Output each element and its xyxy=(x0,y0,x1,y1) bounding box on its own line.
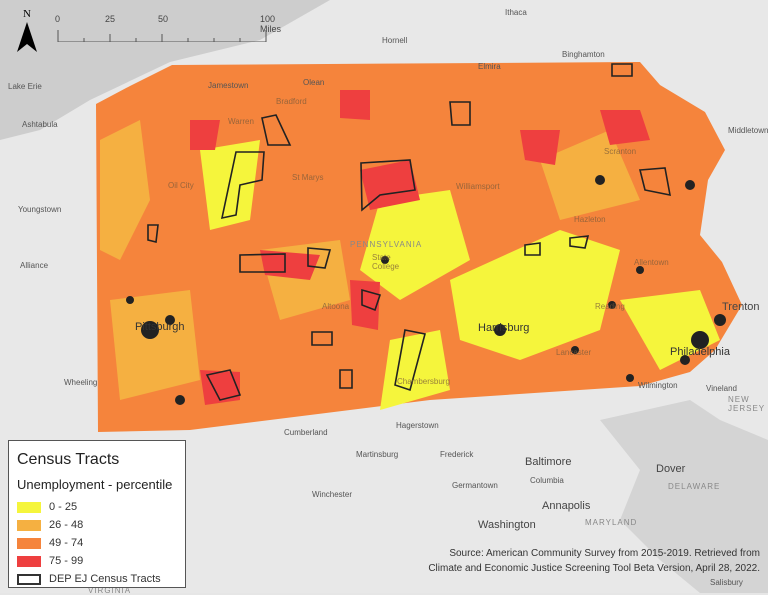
place-label: St Marys xyxy=(292,173,324,182)
north-arrow-icon xyxy=(17,22,37,52)
state-label: DELAWARE xyxy=(668,482,721,491)
place-label: Martinsburg xyxy=(356,450,399,459)
scale-tick: 50 xyxy=(158,14,169,24)
state-label: VIRGINIA xyxy=(88,586,132,595)
swatch xyxy=(17,573,41,585)
legend-item: 75 - 99 xyxy=(17,554,83,568)
legend-label: DEP EJ Census Tracts xyxy=(49,573,161,585)
place-label: Reading xyxy=(595,302,625,311)
place-label: Salisbury xyxy=(710,578,743,587)
place-label: Binghamton xyxy=(562,50,605,59)
place-label: Hazleton xyxy=(574,215,606,224)
place-label: Cumberland xyxy=(284,428,328,437)
legend-label: 26 - 48 xyxy=(49,519,84,531)
legend-item: DEP EJ Census Tracts xyxy=(17,572,161,586)
legend-item: 49 - 74 xyxy=(17,536,83,550)
place-label: Warren xyxy=(228,117,254,126)
state-label: MARYLAND xyxy=(585,518,638,527)
place-label: Frederick xyxy=(440,450,474,459)
place-label: Wheeling xyxy=(64,378,98,387)
place-label: Allentown xyxy=(634,258,669,267)
place-label: Olean xyxy=(303,78,325,87)
source-note: Source: American Community Survey from 2… xyxy=(428,546,760,576)
place-label: Lancaster xyxy=(556,348,592,357)
source-line: Source: American Community Survey from 2… xyxy=(449,548,760,559)
pennsylvania-tracts xyxy=(96,62,742,432)
place-label: Trenton xyxy=(722,301,760,313)
scale-tick: 100 Miles xyxy=(260,14,282,34)
scale-tick: 25 xyxy=(105,14,116,24)
place-label: Germantown xyxy=(452,481,498,490)
place-label: Ithaca xyxy=(505,8,527,17)
place-label: Jamestown xyxy=(208,81,249,90)
place-label: Hornell xyxy=(382,36,408,45)
dep-ej-tract-outlines xyxy=(147,63,672,401)
place-label: Wilmington xyxy=(638,381,678,390)
state-label: PENNSYLVANIA xyxy=(350,240,423,249)
swatch xyxy=(17,501,41,513)
legend-title: Census Tracts xyxy=(17,451,120,468)
place-label: Chambersburg xyxy=(397,377,450,386)
place-label: Philadelphia xyxy=(670,346,730,358)
place-label: Middletown xyxy=(728,126,768,135)
place-label: Altoona xyxy=(322,302,350,311)
place-label: Annapolis xyxy=(542,500,591,512)
scale-bar-line xyxy=(57,30,267,42)
legend: Census Tracts Unemployment - percentile … xyxy=(8,440,186,588)
legend-label: 49 - 74 xyxy=(49,537,84,549)
swatch xyxy=(17,537,41,549)
swatch xyxy=(17,555,41,567)
place-label: Lake Erie xyxy=(8,82,42,91)
place-label: State College xyxy=(372,253,400,271)
place-label: Ashtabula xyxy=(22,120,58,129)
legend-subtitle: Unemployment - percentile xyxy=(17,477,173,492)
state-label: NEW JERSEY xyxy=(728,395,766,413)
place-label: Washington xyxy=(478,519,536,531)
place-label: Scranton xyxy=(604,147,637,156)
place-label: Youngstown xyxy=(18,205,62,214)
place-label: Vineland xyxy=(706,384,737,393)
place-label: Hagerstown xyxy=(396,421,439,430)
place-label: Harrisburg xyxy=(478,322,530,334)
place-label: Oil City xyxy=(168,181,194,190)
place-label: Columbia xyxy=(530,476,564,485)
north-arrow: N xyxy=(15,8,39,58)
place-label: Alliance xyxy=(20,261,49,270)
place-label: Elmira xyxy=(478,62,501,71)
place-label: Pittsburgh xyxy=(135,321,185,333)
swatch xyxy=(17,519,41,531)
chesapeake-area xyxy=(600,400,768,593)
place-label: Baltimore xyxy=(525,456,572,468)
legend-label: 0 - 25 xyxy=(49,501,78,513)
scale-tick: 0 xyxy=(55,14,61,24)
place-label: Bradford xyxy=(276,97,307,106)
place-label: Winchester xyxy=(312,490,353,499)
place-label: Williamsport xyxy=(456,182,500,191)
legend-item: 0 - 25 xyxy=(17,500,77,514)
legend-item: 26 - 48 xyxy=(17,518,83,532)
place-label: Dover xyxy=(656,463,686,475)
legend-label: 75 - 99 xyxy=(49,555,84,567)
source-line: Climate and Economic Justice Screening T… xyxy=(428,563,760,574)
lake-erie xyxy=(0,0,330,140)
